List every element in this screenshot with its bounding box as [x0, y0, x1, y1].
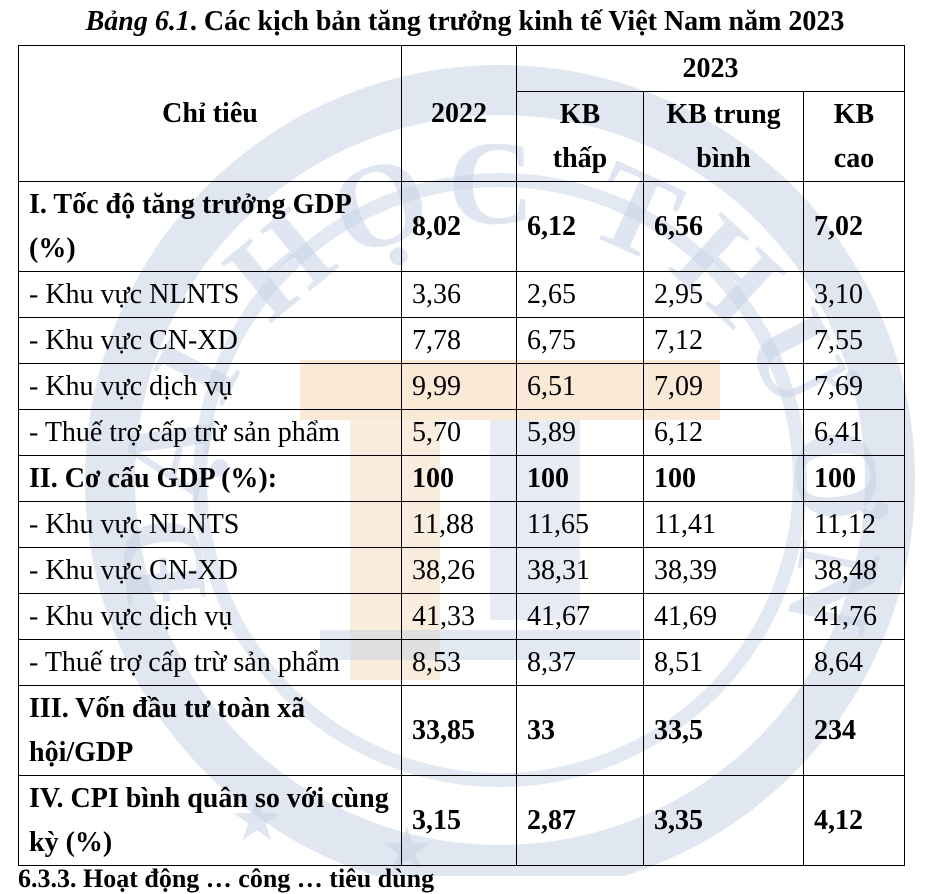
value-kb-high: 3,10 [802, 271, 906, 318]
row-label: IV. CPI bình quân so với cùng kỳ (%) [18, 775, 402, 866]
value-kb-high: 11,12 [802, 501, 906, 548]
value-kb-high: 234 [802, 685, 906, 776]
header-kb-low: KB thấp [516, 91, 644, 182]
value-kb-mid: 7,12 [643, 317, 804, 364]
header-kb-mid: KB trung bình [643, 91, 804, 182]
header-kb-mid-line2: bình [696, 142, 751, 174]
row-label: III. Vốn đầu tư toàn xã hội/GDP [18, 685, 402, 776]
row-label: - Khu vực NLNTS [18, 501, 402, 548]
value-kb-low: 8,37 [516, 639, 644, 686]
row-label: - Khu vực CN-XD [18, 547, 402, 594]
header-2022: 2022 [401, 45, 517, 182]
header-kb-low-line2: thấp [552, 142, 608, 174]
value-2022: 41,33 [401, 593, 517, 640]
value-2022: 33,85 [401, 685, 517, 776]
value-kb-high: 4,12 [802, 775, 906, 866]
header-indicator: Chỉ tiêu [18, 45, 402, 182]
row-label: - Thuế trợ cấp trừ sản phẩm [18, 409, 402, 456]
header-kb-high-line2: cao [833, 142, 875, 174]
value-kb-low: 2,65 [516, 271, 644, 318]
value-kb-mid: 6,56 [643, 181, 804, 272]
value-2022: 3,36 [401, 271, 517, 318]
value-kb-low: 6,12 [516, 181, 644, 272]
value-2022: 8,53 [401, 639, 517, 686]
value-2022: 7,78 [401, 317, 517, 364]
value-kb-low: 38,31 [516, 547, 644, 594]
value-kb-mid: 38,39 [643, 547, 804, 594]
value-2022: 9,99 [401, 363, 517, 410]
caption-number: Bảng 6.1 [85, 6, 190, 37]
row-label: - Khu vực NLNTS [18, 271, 402, 318]
table-row: I. Tốc độ tăng trưởng GDP (%) 8,02 6,12 … [18, 181, 906, 272]
value-kb-mid: 2,95 [643, 271, 804, 318]
value-2022: 3,15 [401, 775, 517, 866]
row-label: - Thuế trợ cấp trừ sản phẩm [18, 639, 402, 686]
value-kb-high: 100 [802, 455, 906, 502]
table-row: - Khu vực NLNTS 11,88 11,65 11,41 11,12 [18, 501, 906, 548]
value-kb-high: 38,48 [802, 547, 906, 594]
row-label: II. Cơ cấu GDP (%): [18, 455, 402, 502]
value-kb-mid: 100 [643, 455, 804, 502]
row-label: - Khu vực CN-XD [18, 317, 402, 364]
table-row: IV. CPI bình quân so với cùng kỳ (%) 3,1… [18, 775, 906, 866]
next-section-heading: 6.3.3. Hoạt động … công … tiêu dùng [18, 864, 435, 893]
value-kb-low: 6,75 [516, 317, 644, 364]
value-kb-low: 41,67 [516, 593, 644, 640]
value-2022: 38,26 [401, 547, 517, 594]
gdp-scenarios-table: Chỉ tiêu 2022 2023 KB thấp KB trung bình K… [18, 45, 906, 866]
value-kb-low: 5,89 [516, 409, 644, 456]
table-row: - Khu vực CN-XD 7,78 6,75 7,12 7,55 [18, 317, 906, 364]
value-kb-mid: 8,51 [643, 639, 804, 686]
value-kb-mid: 6,12 [643, 409, 804, 456]
header-kb-high-line1: KB [833, 98, 875, 130]
value-kb-high: 8,64 [802, 639, 906, 686]
value-kb-low: 6,51 [516, 363, 644, 410]
value-kb-mid: 11,41 [643, 501, 804, 548]
table-row: - Khu vực dịch vụ 9,99 6,51 7,09 7,69 [18, 363, 906, 410]
value-kb-high: 7,69 [802, 363, 906, 410]
value-kb-low: 100 [516, 455, 644, 502]
row-label: I. Tốc độ tăng trưởng GDP (%) [18, 181, 402, 272]
value-kb-high: 7,55 [802, 317, 906, 364]
table-caption: Bảng 6.1. Các kịch bản tăng trưởng kinh … [0, 4, 930, 40]
caption-title: . Các kịch bản tăng trưởng kinh tế Việt … [189, 6, 845, 37]
table-row: - Khu vực dịch vụ 41,33 41,67 41,69 41,7… [18, 593, 906, 640]
value-2022: 100 [401, 455, 517, 502]
value-kb-low: 33 [516, 685, 644, 776]
table-row: - Thuế trợ cấp trừ sản phẩm 5,70 5,89 6,… [18, 409, 906, 456]
value-kb-mid: 3,35 [643, 775, 804, 866]
value-kb-mid: 7,09 [643, 363, 804, 410]
header-kb-mid-line1: KB trung [666, 98, 781, 130]
value-kb-mid: 33,5 [643, 685, 804, 776]
value-kb-high: 7,02 [802, 181, 906, 272]
value-2022: 8,02 [401, 181, 517, 272]
value-kb-low: 2,87 [516, 775, 644, 866]
row-label: - Khu vực dịch vụ [18, 363, 402, 410]
row-label: - Khu vực dịch vụ [18, 593, 402, 640]
value-kb-low: 11,65 [516, 501, 644, 548]
table-row: - Khu vực NLNTS 3,36 2,65 2,95 3,10 [18, 271, 906, 318]
header-kb-high: KB cao [802, 91, 906, 182]
value-2022: 11,88 [401, 501, 517, 548]
value-2022: 5,70 [401, 409, 517, 456]
value-kb-mid: 41,69 [643, 593, 804, 640]
table-row: - Khu vực CN-XD 38,26 38,31 38,39 38,48 [18, 547, 906, 594]
header-kb-low-line1: KB [559, 98, 601, 130]
table-row: II. Cơ cấu GDP (%): 100 100 100 100 [18, 455, 906, 502]
table-row: - Thuế trợ cấp trừ sản phẩm 8,53 8,37 8,… [18, 639, 906, 686]
table-row: III. Vốn đầu tư toàn xã hội/GDP 33,85 33… [18, 685, 906, 776]
header-2023: 2023 [515, 45, 906, 92]
value-kb-high: 6,41 [802, 409, 906, 456]
value-kb-high: 41,76 [802, 593, 906, 640]
